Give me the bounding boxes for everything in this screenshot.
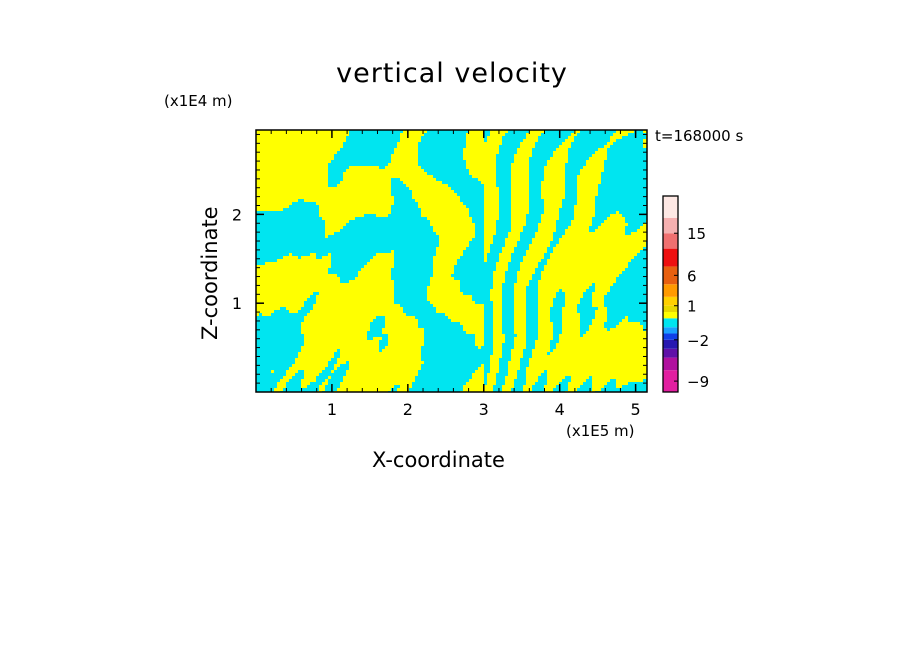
x-tick-label: 2 bbox=[403, 400, 413, 419]
colorbar-segment bbox=[663, 305, 678, 313]
x-axis-title: X-coordinate bbox=[372, 448, 505, 472]
colorbar-segment bbox=[663, 370, 678, 392]
colorbar-segment bbox=[663, 348, 678, 358]
positive-velocity-region bbox=[256, 130, 647, 392]
x-tick-label: 5 bbox=[631, 400, 641, 419]
chart-title: vertical velocity bbox=[336, 58, 568, 89]
x-tick-label: 4 bbox=[555, 400, 565, 419]
colorbar-segment bbox=[663, 196, 678, 218]
x-tick-label: 1 bbox=[327, 400, 337, 419]
axes-ticks: 1 2 3 4 5 1 2 bbox=[232, 130, 647, 419]
x-tick-label: 3 bbox=[479, 400, 489, 419]
colorbar-segment bbox=[663, 233, 678, 249]
colorbar-segment bbox=[663, 296, 678, 306]
colorbar-tick-label: −9 bbox=[687, 373, 709, 391]
colorbar-segment bbox=[663, 339, 678, 349]
y-tick-label: 2 bbox=[232, 205, 242, 224]
velocity-field bbox=[256, 130, 647, 392]
time-label: t=168000 s bbox=[655, 127, 744, 145]
y-scale-label: (x1E4 m) bbox=[164, 92, 233, 110]
colorbar-tick-label: 6 bbox=[687, 267, 697, 285]
colorbar-segment bbox=[663, 318, 678, 328]
colorbar-segment bbox=[663, 333, 678, 340]
colorbar-segment bbox=[663, 266, 678, 285]
plot-frame bbox=[255, 129, 648, 393]
colorbar-tick-label: −2 bbox=[687, 332, 709, 350]
colorbar-segment bbox=[663, 327, 678, 334]
y-tick-label: 1 bbox=[232, 294, 242, 313]
colorbar-segment bbox=[663, 312, 678, 319]
colorbar-segment bbox=[663, 248, 678, 267]
x-scale-label: (x1E5 m) bbox=[566, 422, 635, 440]
colorbar-segment bbox=[663, 357, 678, 371]
colorbar: 15 6 1 −2 −9 bbox=[662, 195, 709, 393]
colorbar-segment bbox=[663, 217, 678, 234]
colorbar-tick-label: 1 bbox=[687, 298, 697, 316]
colorbar-tick-label: 15 bbox=[687, 225, 706, 243]
colorbar-frame bbox=[662, 195, 679, 393]
colorbar-segment bbox=[663, 284, 678, 297]
